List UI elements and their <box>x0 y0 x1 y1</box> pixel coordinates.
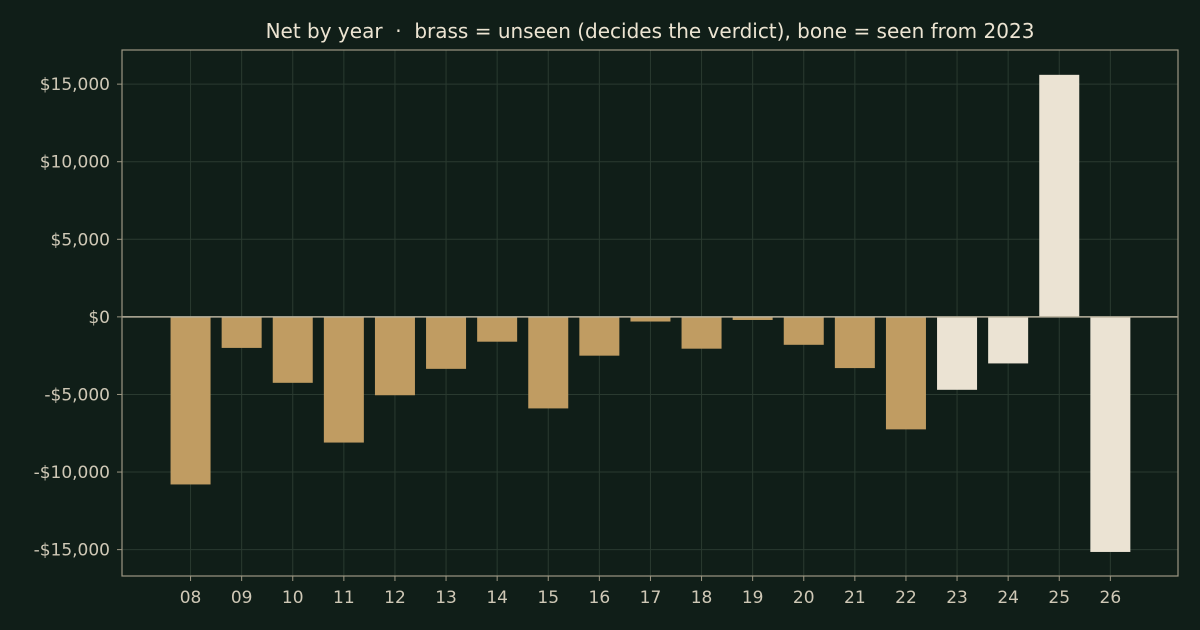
y-tick-label: -$5,000 <box>44 385 110 405</box>
x-tick-label: 14 <box>486 588 508 608</box>
bar-10 <box>272 316 313 383</box>
bar-19 <box>732 316 773 320</box>
y-tick-label: $0 <box>88 308 110 328</box>
y-tick-label: -$15,000 <box>34 541 110 561</box>
y-tick-label: $5,000 <box>51 230 110 250</box>
x-tick-label: 22 <box>895 588 917 608</box>
bar-20 <box>783 316 824 345</box>
bar-17 <box>630 316 671 322</box>
chart-title: Net by year · brass = unseen (decides th… <box>266 19 1035 43</box>
x-tick-label: 25 <box>1048 588 1070 608</box>
bar-13 <box>426 316 467 369</box>
x-tick-label: 15 <box>537 588 559 608</box>
x-tick-label: 16 <box>589 588 611 608</box>
x-tick-label: 09 <box>231 588 253 608</box>
bar-21 <box>834 316 875 369</box>
bar-22 <box>885 316 926 430</box>
bars-layer <box>170 74 1131 552</box>
bar-24 <box>988 316 1029 364</box>
bar-11 <box>323 316 364 443</box>
bar-23 <box>937 316 978 390</box>
x-tick-label: 20 <box>793 588 815 608</box>
x-tick-label: 13 <box>435 588 457 608</box>
x-tick-label: 08 <box>180 588 202 608</box>
x-tick-label: 23 <box>946 588 968 608</box>
x-tick-label: 12 <box>384 588 406 608</box>
bar-18 <box>681 316 722 349</box>
x-tick-label: 18 <box>691 588 713 608</box>
x-tick-label: 19 <box>742 588 764 608</box>
y-tick-label: $10,000 <box>40 153 110 173</box>
x-tick-label: 26 <box>1100 588 1122 608</box>
x-tick-label: 24 <box>997 588 1019 608</box>
ticks-layer: $15,000 $10,000 $5,000 $0 -$5,000 -$10,000 -$1… <box>34 75 1122 608</box>
bar-09 <box>221 316 262 348</box>
bar-26 <box>1090 316 1131 552</box>
bar-16 <box>579 316 620 356</box>
x-tick-label: 21 <box>844 588 866 608</box>
bar-25 <box>1039 74 1080 317</box>
grid-layer <box>122 50 1178 576</box>
x-tick-label: 10 <box>282 588 304 608</box>
bar-08 <box>170 316 211 485</box>
x-tick-label: 11 <box>333 588 355 608</box>
bar-12 <box>374 316 415 396</box>
y-tick-label: -$10,000 <box>34 463 110 483</box>
y-tick-label: $15,000 <box>40 75 110 95</box>
x-tick-label: 17 <box>640 588 662 608</box>
bar-14 <box>477 316 518 342</box>
bar-15 <box>528 316 569 409</box>
